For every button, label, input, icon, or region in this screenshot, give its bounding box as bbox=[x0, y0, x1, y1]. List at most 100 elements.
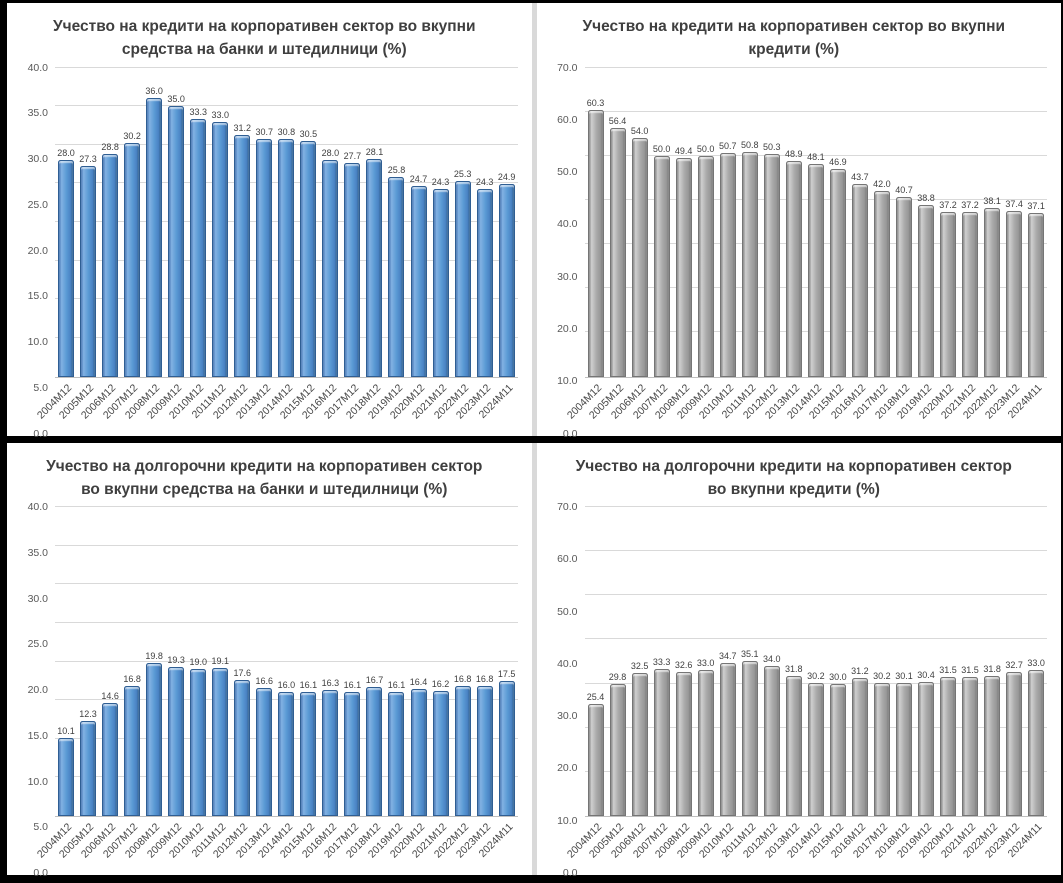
bar bbox=[653, 669, 670, 816]
bar-value-label: 37.1 bbox=[1027, 200, 1045, 211]
bar bbox=[476, 686, 493, 816]
bar-column: 19.1 bbox=[209, 507, 231, 816]
x-axis: 2004M12 2005M12 2006M12 2007M12 2008M12 2009M… bbox=[35, 378, 518, 434]
y-axis-tick-label: 10.0 bbox=[27, 775, 48, 788]
plot-column: 28.0 27.3 28.8 30.2 36.0 35.0 33.3 33.0 31.2 30.7… bbox=[35, 66, 518, 434]
bar-value-label: 28.1 bbox=[365, 147, 384, 158]
bar-column: 27.7 bbox=[341, 68, 363, 377]
bar bbox=[146, 663, 163, 816]
y-axis-tick-label: 10.0 bbox=[27, 336, 48, 348]
x-axis: 2004M12 2005M12 2006M12 2007M12 2008M12 2009M… bbox=[565, 378, 1048, 434]
y-axis-tick-label: 40.0 bbox=[557, 218, 578, 231]
bar bbox=[851, 183, 868, 377]
y-axis-tick-label: 5.0 bbox=[33, 821, 48, 834]
bar bbox=[873, 191, 890, 377]
bar bbox=[212, 668, 229, 816]
bar-column: 30.2 bbox=[805, 507, 827, 816]
bar-value-label: 19.0 bbox=[189, 657, 207, 668]
bar-column: 31.5 bbox=[937, 507, 959, 816]
bar bbox=[278, 138, 295, 377]
bar bbox=[697, 670, 714, 816]
y-axis-tick-label: 30.0 bbox=[557, 270, 578, 283]
bar-value-label: 35.1 bbox=[740, 649, 759, 660]
y-axis-tick-label: 0.0 bbox=[562, 427, 578, 440]
bar-column: 48.9 bbox=[783, 68, 805, 377]
bar bbox=[631, 672, 648, 816]
bar bbox=[940, 212, 957, 377]
bar-column: 28.0 bbox=[55, 68, 77, 377]
bar bbox=[895, 196, 912, 377]
bar-value-label: 32.6 bbox=[674, 660, 693, 671]
bar-value-label: 16.6 bbox=[255, 675, 274, 686]
gridline bbox=[55, 105, 518, 107]
bar-column: 16.0 bbox=[275, 507, 297, 816]
y-axis-tick-label: 0.0 bbox=[562, 867, 578, 879]
bar-column: 36.0 bbox=[143, 68, 165, 377]
bar-value-label: 38.8 bbox=[917, 193, 935, 204]
bar-column: 33.0 bbox=[695, 507, 717, 816]
bar-value-label: 31.2 bbox=[851, 666, 869, 677]
bar-value-label: 30.2 bbox=[873, 670, 891, 681]
bar-value-label: 50.3 bbox=[763, 142, 781, 153]
bar-value-label: 16.0 bbox=[277, 680, 296, 691]
bar-value-label: 30.7 bbox=[255, 127, 274, 138]
bar bbox=[80, 720, 97, 816]
bar-column: 16.6 bbox=[253, 507, 275, 816]
bar-value-label: 30.4 bbox=[917, 669, 935, 680]
bar-column: 40.7 bbox=[893, 68, 915, 377]
bar bbox=[102, 154, 119, 377]
bar-value-label: 19.3 bbox=[167, 654, 185, 665]
bar-value-label: 16.1 bbox=[343, 679, 362, 690]
bar-column: 33.3 bbox=[187, 68, 209, 377]
bar-value-label: 32.5 bbox=[630, 660, 649, 671]
gridline bbox=[584, 110, 1047, 112]
y-axis-tick-label: 60.0 bbox=[557, 113, 578, 126]
bar-value-label: 16.1 bbox=[387, 679, 406, 690]
bar-value-label: 36.0 bbox=[145, 86, 163, 97]
bar-value-label: 60.3 bbox=[586, 98, 605, 109]
bar bbox=[344, 162, 361, 377]
bar-value-label: 19.1 bbox=[211, 656, 229, 667]
bar-column: 30.2 bbox=[871, 507, 893, 816]
bar bbox=[631, 138, 648, 377]
bar-column: 30.0 bbox=[827, 507, 849, 816]
x-axis-cell: 2024M11 bbox=[476, 817, 518, 873]
bar-column: 35.0 bbox=[165, 68, 187, 377]
y-axis: 0.0 10.0 20.0 30.0 40.0 50.0 60.0 70.0 bbox=[541, 62, 585, 440]
bar-value-label: 28.8 bbox=[101, 142, 119, 153]
bar-column: 37.4 bbox=[1003, 68, 1025, 377]
bar-column: 30.7 bbox=[253, 68, 275, 377]
bar bbox=[807, 164, 824, 377]
y-axis-tick-label: 15.0 bbox=[27, 729, 48, 742]
bar-column: 16.8 bbox=[452, 507, 474, 816]
bar-value-label: 33.3 bbox=[189, 107, 207, 118]
bar-value-label: 16.8 bbox=[123, 674, 141, 685]
bar-value-label: 31.5 bbox=[939, 664, 957, 675]
bar-column: 38.8 bbox=[915, 68, 937, 377]
bar-value-label: 30.2 bbox=[123, 131, 141, 142]
bar-column: 16.1 bbox=[297, 507, 319, 816]
bar bbox=[256, 687, 273, 816]
bar bbox=[587, 110, 604, 377]
bar-column: 37.2 bbox=[959, 68, 981, 377]
bar-value-label: 27.7 bbox=[343, 150, 362, 161]
y-axis-tick-label: 30.0 bbox=[27, 153, 48, 165]
bar-column: 31.2 bbox=[849, 507, 871, 816]
y-axis-tick-label: 40.0 bbox=[557, 657, 578, 670]
gridline bbox=[584, 66, 1047, 68]
bar bbox=[234, 680, 251, 816]
y-axis-tick-label: 30.0 bbox=[27, 592, 48, 605]
bar-value-label: 28.0 bbox=[321, 148, 340, 159]
bar-value-label: 17.6 bbox=[233, 668, 252, 679]
bar-value-label: 56.4 bbox=[608, 115, 627, 126]
bar-column: 34.7 bbox=[717, 507, 739, 816]
bar-column: 28.8 bbox=[99, 68, 121, 377]
gridline bbox=[55, 66, 518, 68]
x-axis: 2004M12 2005M12 2006M12 2007M12 2008M12 2009M… bbox=[35, 817, 518, 873]
bar-value-label: 29.8 bbox=[608, 672, 627, 683]
bar-value-label: 40.7 bbox=[895, 184, 913, 195]
bar bbox=[917, 681, 934, 816]
bar-value-label: 31.8 bbox=[785, 663, 803, 674]
bar-value-label: 34.0 bbox=[763, 653, 781, 664]
